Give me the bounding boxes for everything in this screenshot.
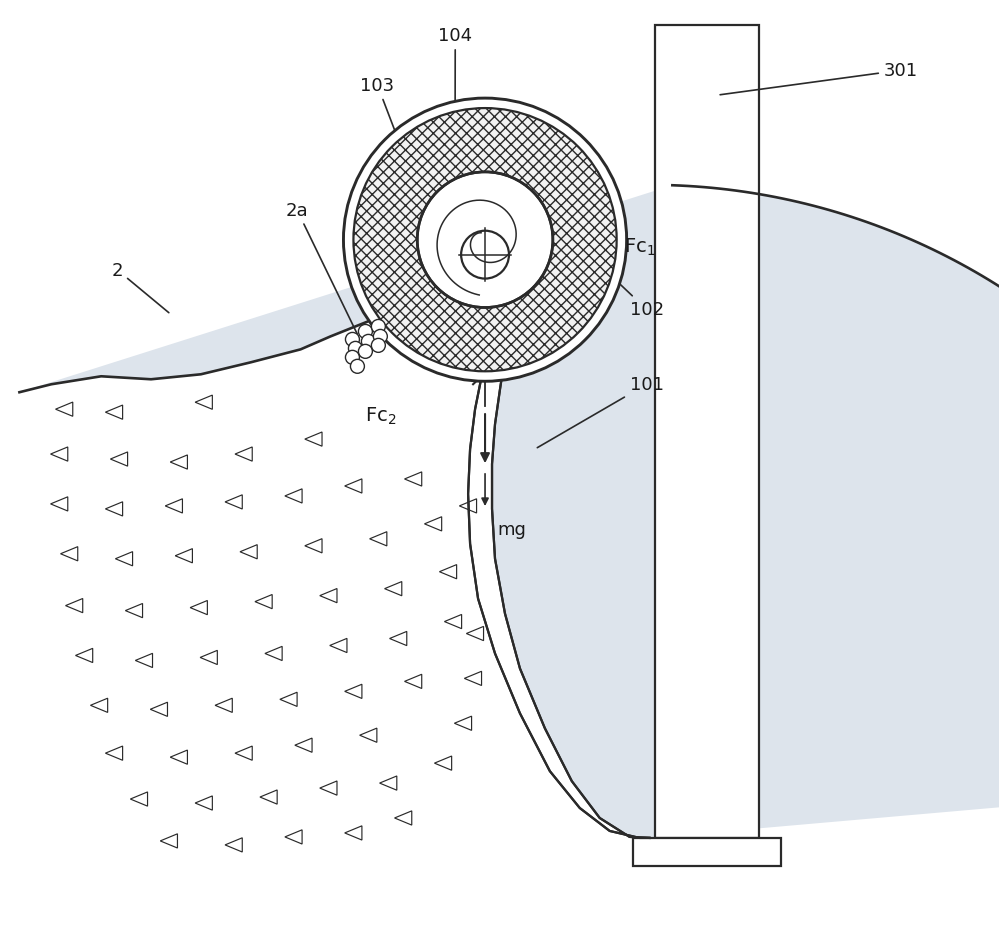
- Text: 301: 301: [720, 62, 918, 95]
- Circle shape: [343, 99, 627, 382]
- Text: 102: 102: [536, 205, 664, 319]
- Circle shape: [353, 109, 617, 372]
- Circle shape: [361, 335, 375, 349]
- Circle shape: [417, 173, 553, 308]
- Circle shape: [350, 360, 364, 374]
- Text: mg: mg: [497, 520, 526, 538]
- Text: 2a: 2a: [286, 201, 357, 334]
- Circle shape: [461, 231, 509, 279]
- Text: 104: 104: [438, 27, 472, 101]
- Polygon shape: [468, 343, 650, 838]
- Text: Fc$_1$: Fc$_1$: [624, 236, 655, 258]
- Text: Fc$_2$: Fc$_2$: [365, 406, 397, 427]
- Circle shape: [358, 325, 372, 339]
- Circle shape: [373, 330, 387, 344]
- Text: 2: 2: [111, 261, 169, 313]
- Circle shape: [345, 333, 359, 347]
- Circle shape: [348, 342, 362, 356]
- Text: 101: 101: [537, 376, 664, 448]
- Text: 103: 103: [360, 77, 399, 143]
- Polygon shape: [655, 26, 759, 838]
- Polygon shape: [19, 186, 1000, 838]
- Circle shape: [371, 320, 385, 334]
- Polygon shape: [633, 838, 781, 866]
- Circle shape: [345, 351, 359, 365]
- Circle shape: [371, 339, 385, 353]
- Circle shape: [358, 345, 372, 359]
